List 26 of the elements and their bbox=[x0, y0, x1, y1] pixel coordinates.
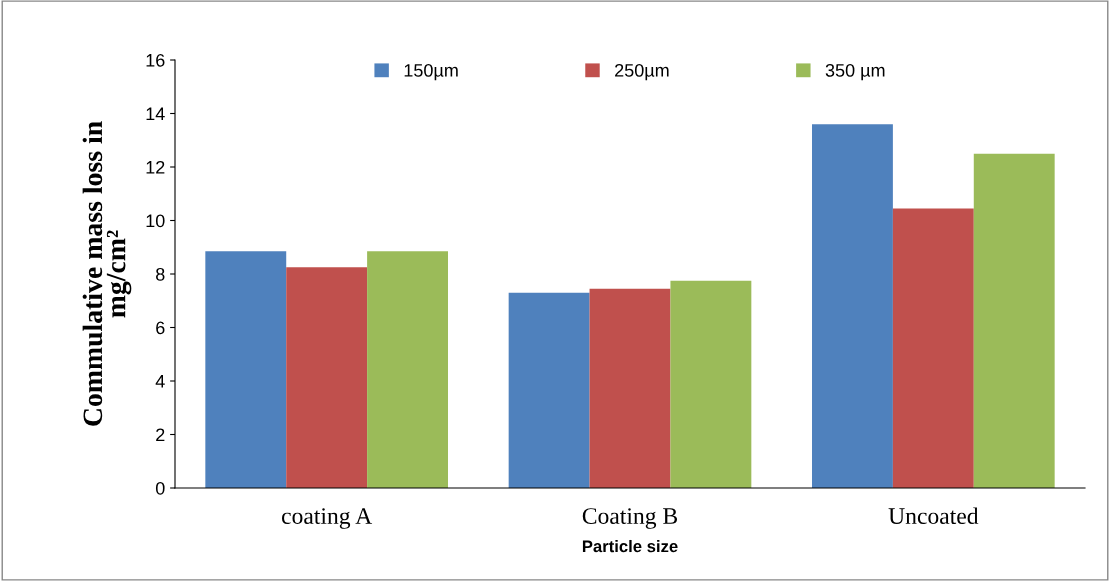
y-tick-label: 14 bbox=[146, 107, 165, 121]
y-tick-label: 2 bbox=[156, 428, 165, 442]
x-tick-label: Coating B bbox=[582, 508, 678, 529]
bar bbox=[589, 288, 671, 488]
legend-label: 250µm bbox=[615, 63, 669, 81]
y-tick-label: 8 bbox=[156, 267, 165, 281]
bar bbox=[892, 208, 974, 488]
bar bbox=[670, 280, 752, 488]
bar bbox=[973, 153, 1055, 488]
y-tick-label: 6 bbox=[156, 321, 165, 335]
bar bbox=[508, 292, 590, 488]
y-tick-label: 4 bbox=[155, 375, 165, 388]
legend-label: 350 µm bbox=[825, 63, 885, 81]
bar bbox=[812, 124, 893, 488]
y-tick-label: 10 bbox=[146, 214, 165, 228]
legend-label: 150µm bbox=[404, 63, 458, 81]
y-tick-label: 0 bbox=[155, 481, 165, 495]
bar bbox=[205, 251, 287, 488]
bar bbox=[367, 251, 448, 488]
x-axis-title: Particle size bbox=[582, 539, 678, 553]
x-tick-label: Uncoated bbox=[888, 507, 979, 525]
y-tick-label: 16 bbox=[146, 53, 165, 67]
y-tick-label: 12 bbox=[146, 160, 165, 174]
y-axis-title: Commulative mass loss in mg/cm² bbox=[82, 121, 132, 426]
x-tick-label: coating A bbox=[281, 508, 373, 529]
bar bbox=[286, 267, 368, 488]
